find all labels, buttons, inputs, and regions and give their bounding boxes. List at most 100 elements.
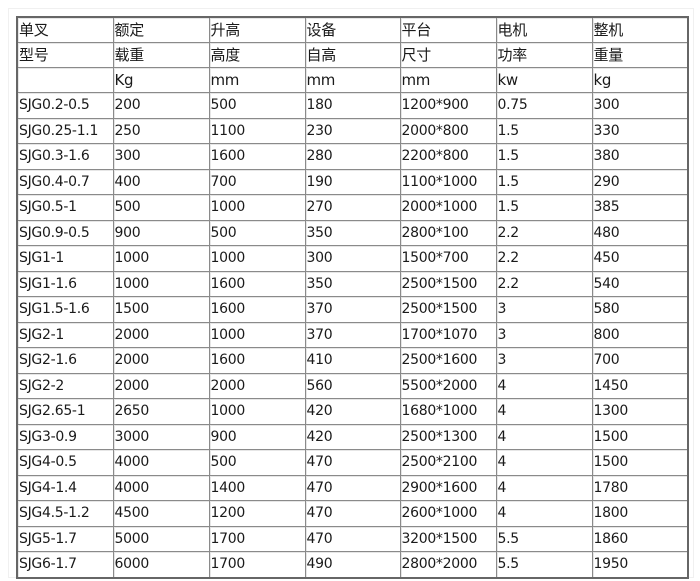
table-cell: 1700 <box>208 525 306 552</box>
table-cell: kw <box>495 67 593 93</box>
table-cell: mm <box>304 67 401 93</box>
table-cell: 4 <box>495 423 593 450</box>
table-row: SJG0.3-1.6 300 1600 280 2200*800 1.5 380 <box>16 143 689 170</box>
table-cell: mm <box>208 67 306 93</box>
table-row: SJG0.5-1 500 1000 270 2000*1000 1.5 385 <box>16 194 689 221</box>
table-cell: 250 <box>112 117 210 144</box>
table-cell: 2500*1600 <box>399 347 497 374</box>
table-cell: SJG2-1.6 <box>16 347 114 374</box>
table-cell: 700 <box>208 168 306 195</box>
table-cell: 0.75 <box>495 92 593 119</box>
table-cell: 300 <box>112 143 210 170</box>
table-cell: 900 <box>208 423 306 450</box>
table-cell: 1700*1070 <box>399 321 497 348</box>
table-cell: 型号 <box>16 42 114 68</box>
table-cell: 1000 <box>112 245 210 272</box>
table-row: SJG1-1.6 1000 1600 350 2500*1500 2.2 540 <box>16 270 689 297</box>
table-cell: 300 <box>304 245 401 272</box>
table-cell: 额定 <box>112 16 210 43</box>
table-cell: 1300 <box>591 398 689 425</box>
table-cell: 高度 <box>208 42 306 68</box>
table-cell: 3 <box>495 347 593 374</box>
table-cell: SJG0.5-1 <box>16 194 114 221</box>
table-cell: 1680*1000 <box>399 398 497 425</box>
table-cell: 290 <box>591 168 689 195</box>
table-cell: 270 <box>304 194 401 221</box>
table-cell: 350 <box>304 270 401 297</box>
table-cell: 1.5 <box>495 168 593 195</box>
table-cell: 500 <box>208 449 306 476</box>
table-cell: 1500*700 <box>399 245 497 272</box>
table-row: SJG2-2 2000 2000 560 5500*2000 4 1450 <box>16 372 689 399</box>
table-cell: SJG1.5-1.6 <box>16 296 114 323</box>
units-row: Kg mm mm mm kw kg <box>16 67 689 93</box>
table-row: SJG2-1.6 2000 1600 410 2500*1600 3 700 <box>16 347 689 374</box>
table-cell: SJG4-0.5 <box>16 449 114 476</box>
table-cell: 470 <box>304 500 401 527</box>
table-cell: 1500 <box>591 423 689 450</box>
table-cell: 480 <box>591 219 689 246</box>
table-cell: 500 <box>112 194 210 221</box>
table-cell: 2000 <box>208 372 306 399</box>
table-cell: 1.5 <box>495 194 593 221</box>
table-cell: 350 <box>304 219 401 246</box>
table-cell: 1000 <box>208 194 306 221</box>
table-row: SJG4.5-1.2 4500 1200 470 2600*1000 4 1800 <box>16 500 689 527</box>
table-cell: 560 <box>304 372 401 399</box>
table-cell: 1000 <box>208 398 306 425</box>
table-cell: 尺寸 <box>399 42 497 68</box>
table-cell: 1950 <box>591 551 689 578</box>
table-cell: 2000*800 <box>399 117 497 144</box>
table-cell: 4 <box>495 398 593 425</box>
table-cell: 800 <box>591 321 689 348</box>
table-cell: SJG0.9-0.5 <box>16 219 114 246</box>
table-cell: 2000 <box>112 347 210 374</box>
table-cell: 1100 <box>208 117 306 144</box>
table-cell: 230 <box>304 117 401 144</box>
table-cell: 450 <box>591 245 689 272</box>
table-cell: 1200 <box>208 500 306 527</box>
table-cell: SJG0.2-0.5 <box>16 92 114 119</box>
table-cell: 3 <box>495 296 593 323</box>
table-cell: 升高 <box>208 16 306 43</box>
table-cell: 280 <box>304 143 401 170</box>
spec-table: 单叉 额定 升高 设备 平台 电机 整机 型号 载重 高度 自高 尺寸 功率 重量 Kg mm mm mm kw kg… <box>16 16 689 579</box>
table-cell: 2500*2100 <box>399 449 497 476</box>
table-cell: 420 <box>304 423 401 450</box>
table-cell: 1600 <box>208 296 306 323</box>
table-cell: 1000 <box>208 245 306 272</box>
table-cell: 2200*800 <box>399 143 497 170</box>
table-cell: 900 <box>112 219 210 246</box>
table-cell: 1860 <box>591 525 689 552</box>
table-row: SJG0.2-0.5 200 500 180 1200*900 0.75 300 <box>16 92 689 119</box>
table-cell: 1100*1000 <box>399 168 497 195</box>
table-cell: 2500*1300 <box>399 423 497 450</box>
table-cell: 5.5 <box>495 551 593 578</box>
table-cell: SJG4-1.4 <box>16 474 114 501</box>
table-cell: 400 <box>112 168 210 195</box>
table-cell: 电机 <box>495 16 593 43</box>
table-cell: 1600 <box>208 347 306 374</box>
table-cell: SJG5-1.7 <box>16 525 114 552</box>
table-cell: 1400 <box>208 474 306 501</box>
table-cell: 4 <box>495 474 593 501</box>
table-cell: 2500*1500 <box>399 270 497 297</box>
table-row: SJG6-1.7 6000 1700 490 2800*2000 5.5 1950 <box>16 551 689 578</box>
table-cell: SJG2.65-1 <box>16 398 114 425</box>
table-cell: 500 <box>208 219 306 246</box>
table-cell: 功率 <box>495 42 593 68</box>
table-cell: 整机 <box>591 16 689 43</box>
table-cell: 1.5 <box>495 143 593 170</box>
table-cell: 1600 <box>208 270 306 297</box>
table-cell: 2900*1600 <box>399 474 497 501</box>
table-cell: 自高 <box>304 42 401 68</box>
table-cell: 平台 <box>399 16 497 43</box>
table-cell: 470 <box>304 474 401 501</box>
header-row: 单叉 额定 升高 设备 平台 电机 整机 <box>16 16 689 43</box>
table-cell: 2800*100 <box>399 219 497 246</box>
table-cell: 4000 <box>112 449 210 476</box>
table-cell: 1.5 <box>495 117 593 144</box>
table-cell: 2.2 <box>495 245 593 272</box>
table-row: SJG1.5-1.6 1500 1600 370 2500*1500 3 580 <box>16 296 689 323</box>
table-cell: mm <box>399 67 497 93</box>
